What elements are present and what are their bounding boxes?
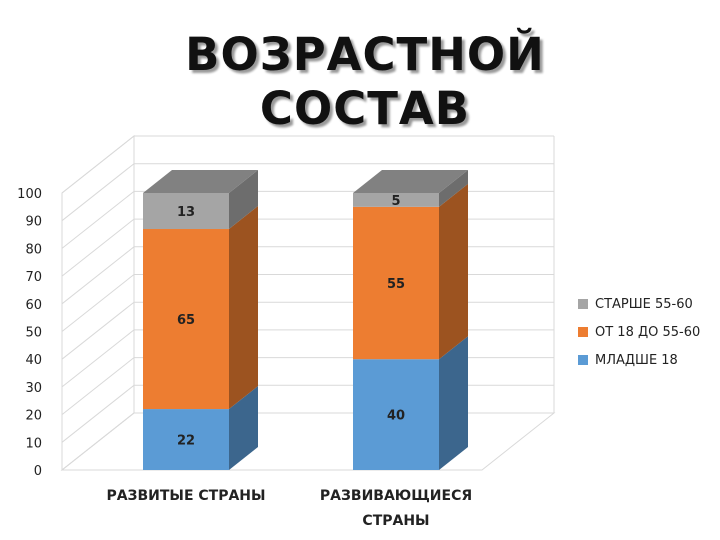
data-label: 13: [177, 205, 195, 220]
x-category-label: РАЗВИВАЮЩИЕСЯ СТРАНЫ: [320, 488, 472, 529]
bar-segment-front: [353, 206, 439, 360]
bar-segment-side: [439, 170, 468, 207]
bar-segment-side: [229, 386, 258, 470]
y-tick-label: 100: [17, 187, 42, 202]
data-label: 40: [387, 409, 405, 424]
y-tick-label: 30: [25, 381, 42, 396]
gridline: [61, 246, 554, 305]
legend-item: СТАРШЕ 55-60: [578, 290, 700, 318]
gridline: [61, 274, 554, 332]
legend-item: МЛАДШЕ 18: [578, 346, 700, 374]
bar-segment-front: [143, 193, 229, 230]
y-tick-label: 50: [25, 326, 42, 341]
y-tick-label: 90: [25, 215, 42, 230]
x-category-label: РАЗВИТЫЕ СТРАНЫ: [106, 488, 265, 504]
title-line-1: ВОЗРАСТНОЙ: [185, 28, 545, 81]
bar-segment-side: [439, 183, 468, 360]
data-label: 5: [391, 194, 400, 209]
chart-floor: [60, 412, 556, 471]
legend-swatch: [578, 355, 588, 365]
gridline: [61, 384, 554, 443]
legend-label: ОТ 18 ДО 55-60: [595, 324, 701, 340]
bar-segment-side: [229, 206, 258, 410]
gridline: [61, 218, 554, 277]
gridline: [61, 412, 554, 471]
y-tick-label: 40: [25, 353, 42, 368]
gridline: [61, 163, 554, 222]
legend-item: ОТ 18 ДО 55-60: [578, 318, 700, 346]
gridline: [61, 301, 554, 360]
gridline: [61, 357, 554, 415]
bar-segment-side: [439, 336, 468, 470]
y-tick-label: 60: [25, 298, 42, 313]
chart-title: ВОЗРАСТНОЙ СОСТАВ: [130, 28, 600, 136]
bar-segment-top: [353, 170, 468, 193]
legend: СТАРШЕ 55-60 ОТ 18 ДО 55-60 МЛАДШЕ 18: [578, 290, 700, 374]
legend-label: МЛАДШЕ 18: [595, 352, 678, 368]
bar-segment-top: [143, 170, 258, 193]
y-tick-label: 10: [25, 436, 42, 451]
bar-segment-side: [229, 170, 258, 230]
data-label: 55: [387, 277, 405, 292]
bar-segment-front: [353, 359, 439, 470]
bar-segment-front: [353, 193, 439, 207]
y-tick-label: 0: [34, 464, 42, 479]
gridline: [61, 135, 554, 194]
y-tick-label: 80: [25, 242, 42, 257]
bar-segment-front: [143, 229, 229, 410]
y-tick-label: 70: [25, 270, 42, 285]
legend-swatch: [578, 299, 588, 309]
legend-label: СТАРШЕ 55-60: [595, 296, 693, 312]
gridline: [61, 329, 554, 388]
y-tick-label: 20: [25, 409, 42, 424]
title-line-2: СОСТАВ: [259, 82, 471, 135]
data-label: 65: [177, 313, 195, 328]
gridline: [61, 190, 554, 249]
bar-segment-front: [143, 409, 229, 470]
legend-swatch: [578, 327, 588, 337]
data-label: 22: [177, 434, 195, 449]
